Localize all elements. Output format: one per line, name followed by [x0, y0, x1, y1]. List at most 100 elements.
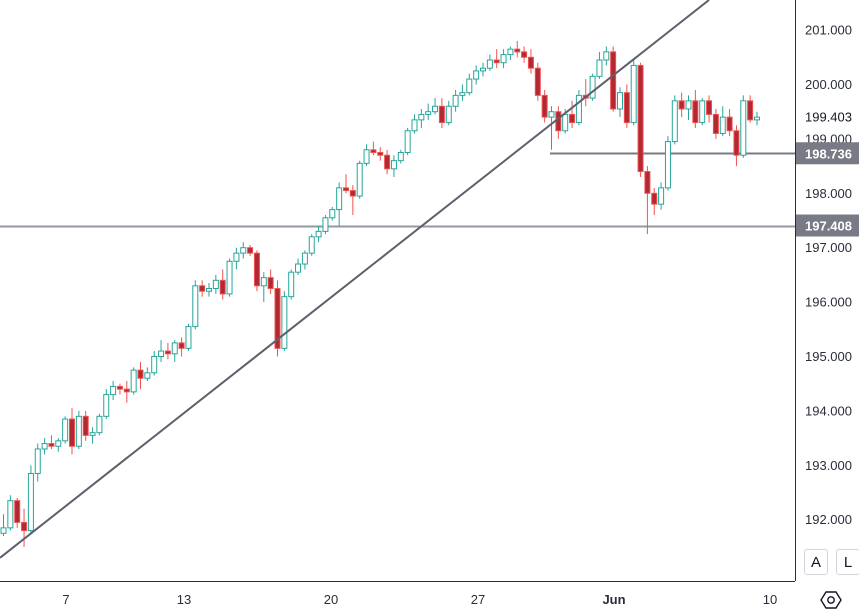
candle — [514, 40, 521, 58]
time-axis[interactable]: 7 13 20 27 Jun 10 — [62, 592, 777, 607]
candle-body — [445, 105, 452, 124]
candle-body — [82, 415, 89, 436]
candle — [356, 160, 363, 199]
candle — [390, 155, 397, 177]
candle-body — [27, 472, 34, 532]
trend-line-stroke[interactable] — [0, 0, 710, 559]
candle-body — [370, 149, 377, 153]
candle — [712, 108, 719, 139]
candle — [521, 46, 528, 63]
candle — [719, 106, 726, 137]
candle-body — [34, 448, 41, 474]
price-tick-label: 193.000 — [805, 458, 852, 473]
candle — [82, 410, 89, 441]
candle-body — [740, 100, 747, 156]
candle — [541, 89, 548, 123]
log-scale-button[interactable]: L — [836, 549, 859, 575]
candle-body — [658, 187, 665, 205]
candle — [144, 367, 151, 381]
candle-body — [199, 285, 206, 292]
candle-body — [754, 116, 760, 121]
price-tag-label: 198.736 — [805, 146, 852, 161]
candle — [664, 136, 671, 191]
candle-body — [678, 100, 685, 110]
candle — [308, 234, 315, 256]
candle-body — [480, 67, 486, 72]
candle-body — [466, 78, 473, 94]
candle — [747, 95, 754, 123]
candle-body — [534, 67, 541, 96]
log-scale-label: L — [843, 553, 853, 571]
candle — [48, 435, 55, 449]
date-tick-label: Jun — [602, 592, 625, 607]
candle-body — [103, 394, 110, 417]
price-axis[interactable]: 201.000200.000199.000198.000197.000196.0… — [805, 23, 852, 528]
candle-body — [527, 56, 534, 69]
candle-body — [685, 100, 692, 110]
candle-body — [726, 116, 733, 132]
candle-body — [0, 527, 7, 534]
candle — [343, 174, 349, 194]
candle — [158, 340, 165, 362]
candle — [7, 495, 14, 531]
candle — [754, 111, 760, 126]
candle-body — [301, 252, 308, 265]
candle — [582, 79, 589, 107]
candle-body — [664, 141, 671, 189]
candle-body — [349, 190, 356, 197]
candle — [589, 73, 596, 101]
candle — [425, 103, 432, 120]
chart-settings-button[interactable] — [819, 588, 843, 612]
candle — [212, 274, 219, 294]
candle-body — [48, 443, 55, 447]
price-tags: 199.403 198.736 197.408 — [796, 106, 859, 237]
candle-body — [514, 48, 521, 53]
candle — [247, 244, 254, 256]
candle — [610, 46, 617, 112]
candle — [267, 269, 274, 294]
candle — [452, 89, 459, 112]
candle-body — [363, 149, 370, 164]
candle — [62, 416, 69, 444]
candle-body — [62, 418, 69, 442]
trend-line[interactable] — [0, 0, 710, 559]
candle — [658, 182, 665, 210]
price-tick-label: 192.000 — [805, 512, 852, 527]
candle — [706, 95, 713, 123]
candle — [473, 65, 480, 85]
candle — [418, 108, 425, 129]
candle-body — [623, 92, 630, 124]
candle — [575, 89, 582, 126]
candle-body — [438, 105, 445, 124]
candle-body — [541, 94, 548, 118]
candle — [623, 84, 630, 129]
candle — [411, 114, 418, 134]
price-tick-label: 201.000 — [805, 23, 852, 38]
candle — [740, 95, 747, 158]
candle-body — [281, 296, 288, 349]
date-tick-label: 20 — [324, 592, 338, 607]
candle-body — [747, 100, 754, 121]
candle — [432, 98, 439, 115]
candle — [164, 342, 171, 360]
candle-body — [603, 51, 610, 61]
candle-body — [75, 415, 82, 447]
horizontal-levels[interactable] — [0, 152, 795, 228]
candle-body — [596, 59, 603, 77]
candle-body — [343, 187, 349, 192]
candle — [151, 351, 158, 376]
auto-scale-button[interactable]: A — [804, 549, 828, 575]
candle-body — [178, 342, 185, 349]
candle-body — [308, 236, 315, 254]
candle — [534, 62, 541, 101]
candle — [69, 408, 75, 455]
candle-body — [637, 64, 644, 173]
candle-body — [315, 230, 322, 238]
price-tick-label: 194.000 — [805, 403, 852, 418]
candle — [692, 89, 699, 129]
candle-body — [706, 100, 713, 115]
candle — [459, 84, 466, 101]
candle-body — [171, 342, 178, 355]
candle — [137, 361, 144, 390]
